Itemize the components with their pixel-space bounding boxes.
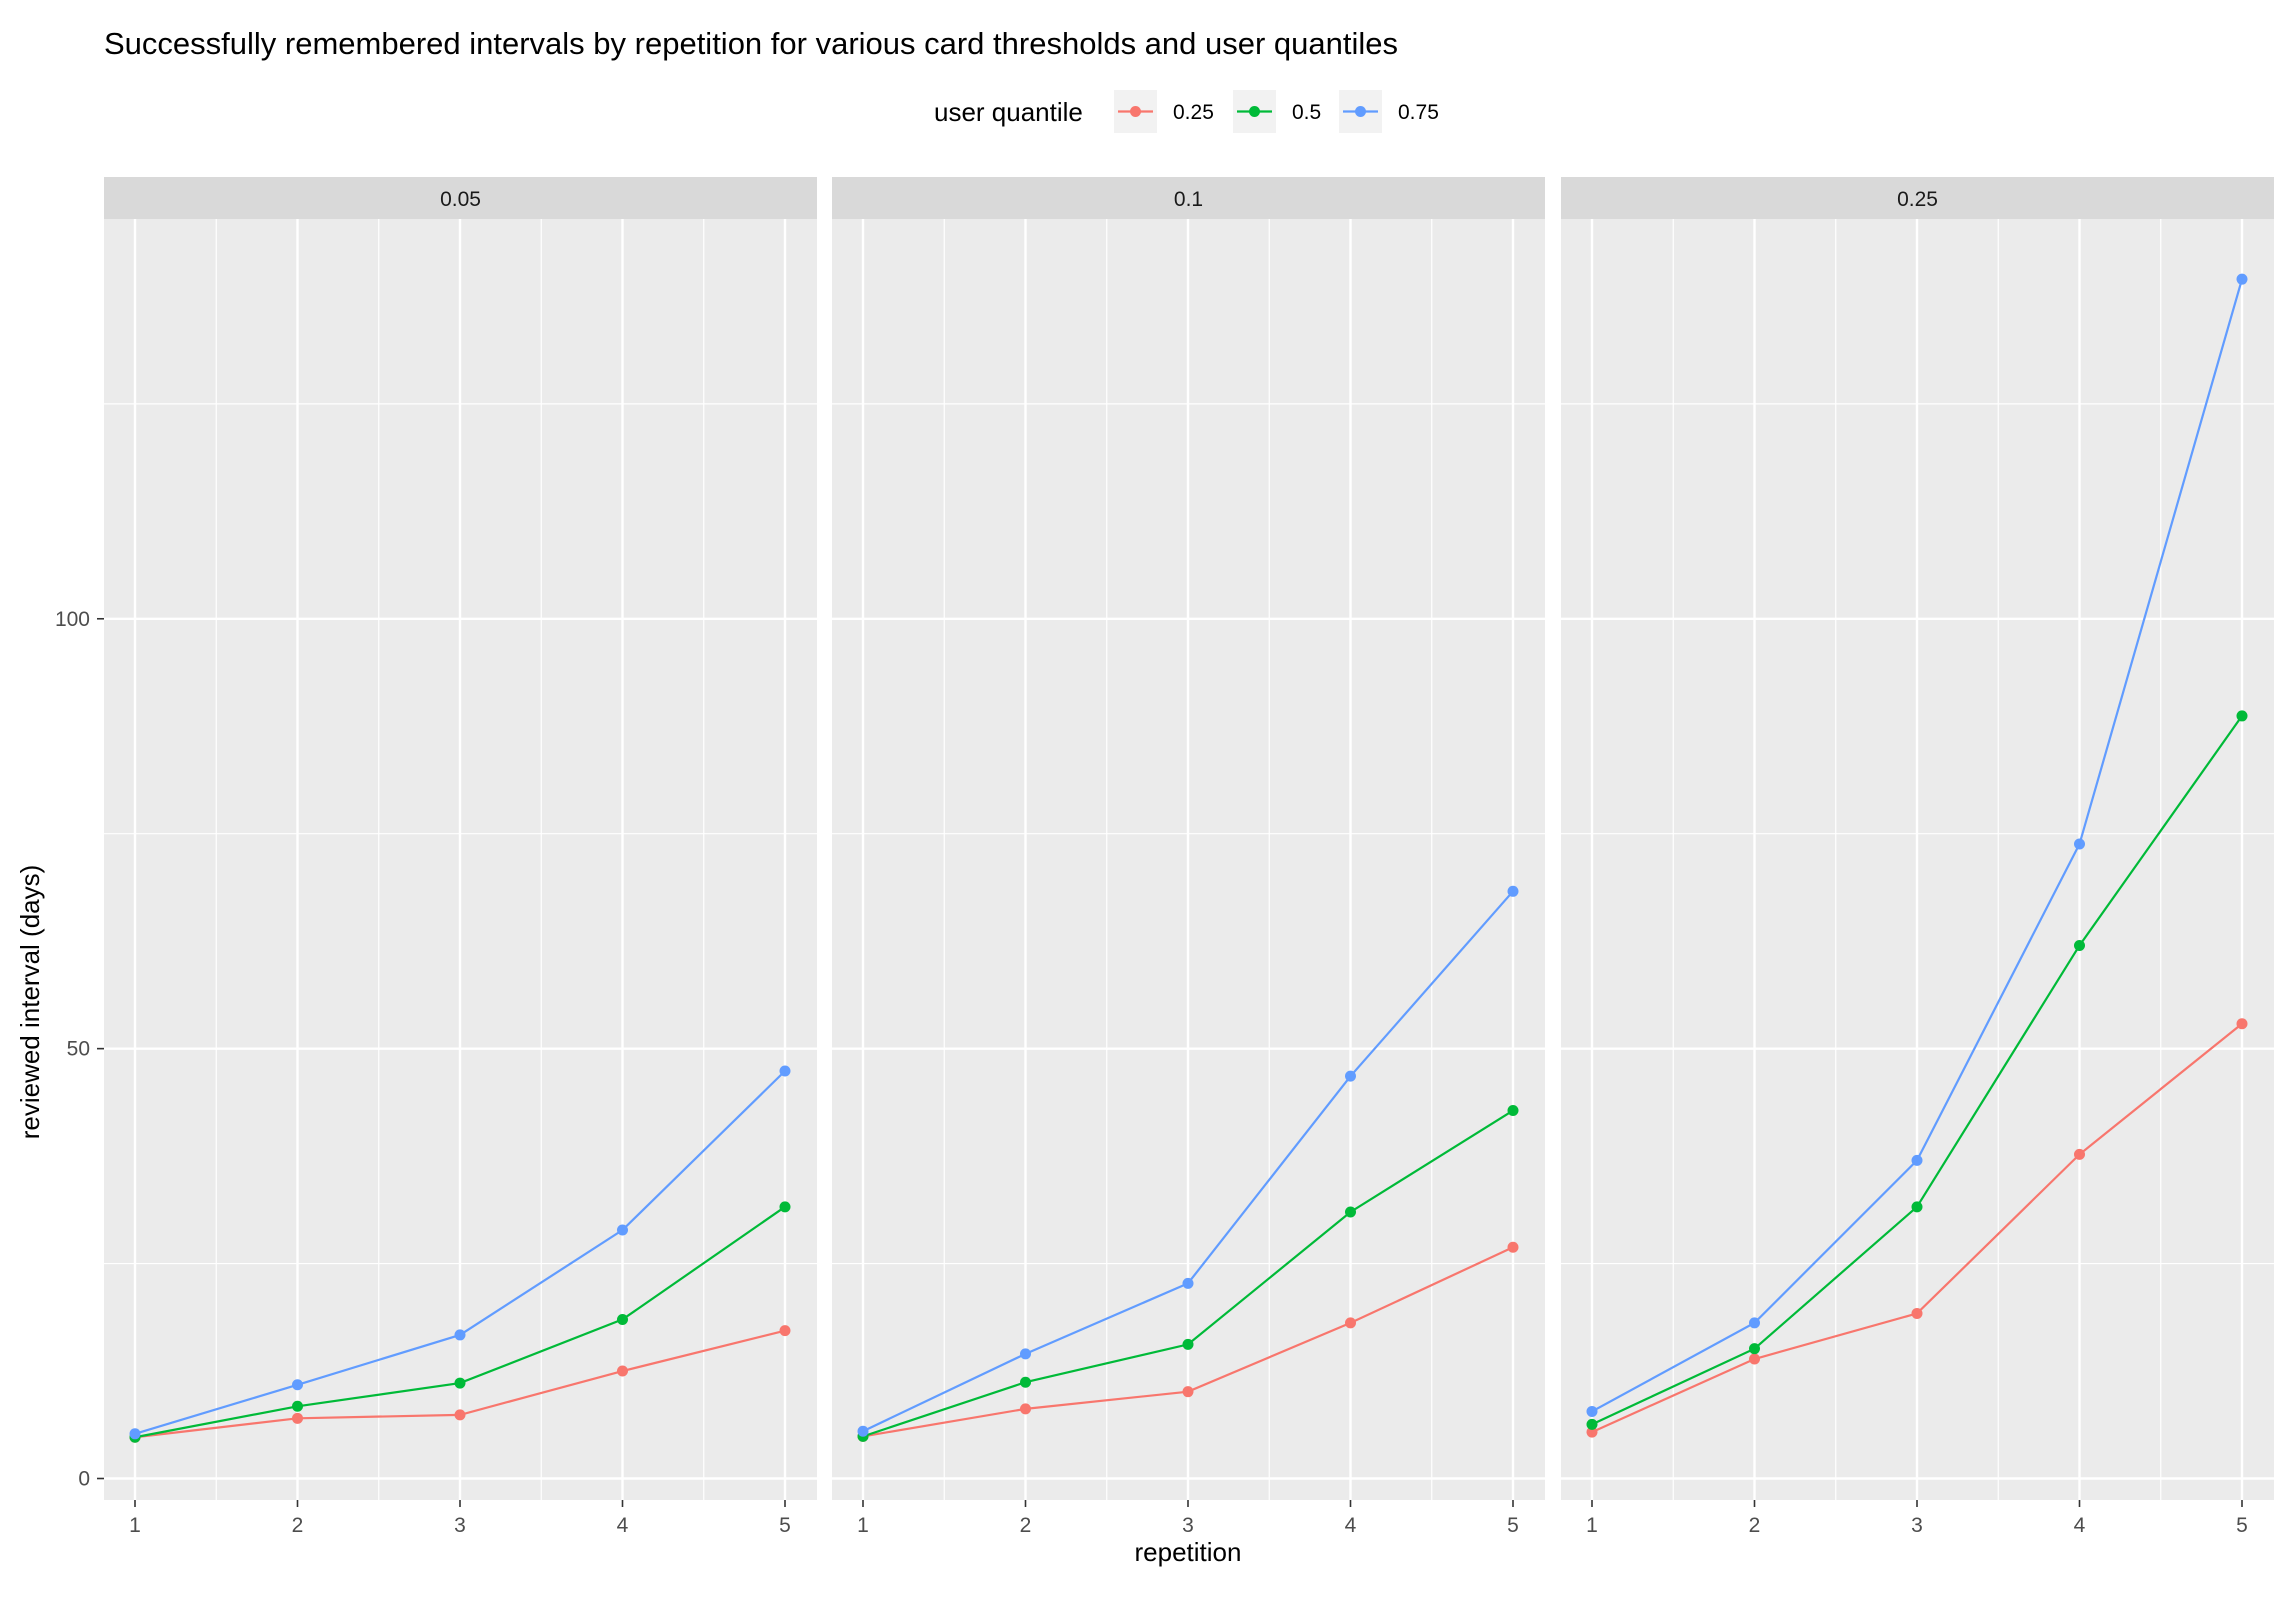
data-point-0.5	[1911, 1201, 1923, 1213]
facet-panel-0.25: 0.25	[1561, 177, 2274, 1500]
data-point-0.75	[1911, 1154, 1923, 1166]
data-point-0.5	[2074, 939, 2085, 951]
facet-panel-0.1: 0.1	[832, 177, 1545, 1500]
data-point-0.25	[1507, 1241, 1519, 1253]
facet-panel-0.05: 0.05	[104, 177, 817, 1500]
y-axis-title: reviewed interval (days)	[15, 865, 45, 1140]
legend: user quantile 0.25 0.5 0.75	[934, 90, 1439, 133]
data-point-0.5	[1182, 1338, 1194, 1350]
x-tick-label: 5	[779, 1514, 791, 1537]
data-point-0.5	[292, 1400, 303, 1412]
legend-entry-0.5: 0.5	[1233, 90, 1321, 133]
data-point-0.5	[617, 1313, 628, 1325]
x-tick-label: 3	[454, 1514, 466, 1537]
x-tick-label: 5	[1507, 1514, 1519, 1537]
x-tick-label: 4	[1345, 1514, 1357, 1537]
data-point-0.75	[2236, 273, 2248, 285]
data-point-0.5	[454, 1377, 466, 1389]
legend-label: 0.75	[1398, 101, 1439, 124]
data-point-0.25	[617, 1365, 628, 1377]
x-tick-label: 2	[1749, 1514, 1761, 1537]
data-point-0.75	[1020, 1348, 1031, 1360]
data-point-0.75	[454, 1329, 466, 1341]
data-point-0.75	[1586, 1405, 1598, 1417]
facet-panels: 0.05 0.1 0.25	[104, 177, 2274, 1500]
y-tick-label: 100	[55, 608, 90, 631]
x-axis-title: repetition	[1135, 1537, 1242, 1567]
data-point-0.5	[2236, 710, 2248, 722]
data-point-0.75	[1182, 1277, 1194, 1289]
data-point-0.5	[1507, 1105, 1519, 1117]
facet-strip	[832, 177, 1545, 219]
legend-key-point	[1130, 106, 1141, 117]
data-point-0.5	[779, 1201, 791, 1213]
legend-title: user quantile	[934, 97, 1083, 127]
x-tick-label: 2	[292, 1514, 304, 1537]
legend-entry-0.75: 0.75	[1339, 90, 1439, 133]
x-tick-label: 3	[1911, 1514, 1923, 1537]
facet-strip-label: 0.25	[1897, 188, 1938, 211]
data-point-0.75	[617, 1224, 628, 1236]
x-tick-label: 3	[1182, 1514, 1194, 1537]
y-axis: 0 50 100	[55, 608, 104, 1491]
data-point-0.75	[779, 1065, 791, 1077]
data-point-0.25	[1749, 1353, 1760, 1365]
legend-label: 0.25	[1173, 101, 1214, 124]
y-tick-label: 0	[78, 1468, 90, 1491]
x-tick-label: 5	[2236, 1514, 2248, 1537]
legend-label: 0.5	[1292, 101, 1321, 124]
chart-title: Successfully remembered intervals by rep…	[104, 26, 1398, 61]
data-point-0.75	[292, 1379, 303, 1391]
legend-key-point	[1249, 106, 1260, 117]
data-point-0.25	[2236, 1018, 2248, 1030]
x-axes: 1 2 3 4 5 1 2 3 4 5 1 2 3 4 5	[129, 1500, 2248, 1537]
data-point-0.5	[1749, 1343, 1760, 1355]
legend-entry-0.25: 0.25	[1114, 90, 1214, 133]
data-point-0.75	[1507, 885, 1519, 897]
facet-strip	[1561, 177, 2274, 219]
facet-strip	[104, 177, 817, 219]
data-point-0.25	[1586, 1426, 1598, 1438]
data-point-0.5	[1345, 1206, 1356, 1218]
y-tick-label: 50	[67, 1038, 90, 1061]
x-tick-label: 4	[617, 1514, 629, 1537]
data-point-0.75	[857, 1425, 869, 1437]
x-tick-label: 1	[1586, 1514, 1598, 1537]
data-point-0.25	[1345, 1317, 1356, 1329]
data-point-0.25	[779, 1325, 791, 1337]
data-point-0.75	[1345, 1070, 1356, 1082]
data-point-0.25	[454, 1409, 466, 1421]
data-point-0.5	[1020, 1376, 1031, 1388]
x-tick-label: 2	[1020, 1514, 1032, 1537]
x-tick-label: 1	[857, 1514, 869, 1537]
data-point-0.75	[1749, 1317, 1760, 1329]
legend-key-point	[1355, 106, 1366, 117]
data-point-0.25	[1911, 1307, 1923, 1319]
data-point-0.25	[292, 1412, 303, 1424]
facet-strip-label: 0.05	[440, 188, 481, 211]
data-point-0.5	[1586, 1418, 1598, 1430]
data-point-0.25	[1182, 1386, 1194, 1398]
data-point-0.25	[1020, 1403, 1031, 1415]
data-point-0.25	[2074, 1148, 2085, 1160]
data-point-0.75	[129, 1428, 141, 1440]
facet-strip-label: 0.1	[1174, 188, 1203, 211]
x-tick-label: 4	[2074, 1514, 2086, 1537]
data-point-0.75	[2074, 838, 2085, 850]
x-tick-label: 1	[129, 1514, 141, 1537]
